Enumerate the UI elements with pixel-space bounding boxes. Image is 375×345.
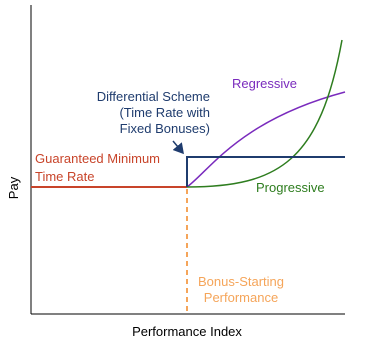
differential-label: Fixed Bonuses) (120, 121, 210, 136)
differential-label: Differential Scheme (97, 89, 210, 104)
regressive-curve (186, 91, 346, 188)
bonus-start-label: Performance (204, 290, 278, 305)
differential-label: (Time Rate with (119, 105, 210, 120)
guaranteed-label: Guaranteed Minimum (35, 151, 160, 166)
regressive-label: Regressive (232, 76, 297, 91)
progressive-label: Progressive (256, 180, 325, 195)
y-axis-label: Pay (6, 176, 21, 199)
guaranteed-label: Time Rate (35, 169, 94, 184)
differential-line (186, 156, 345, 187)
bonus-start-label: Bonus-Starting (198, 274, 284, 289)
progressive-curve (186, 39, 343, 188)
x-axis-label: Performance Index (132, 324, 242, 339)
arrow (172, 140, 184, 155)
